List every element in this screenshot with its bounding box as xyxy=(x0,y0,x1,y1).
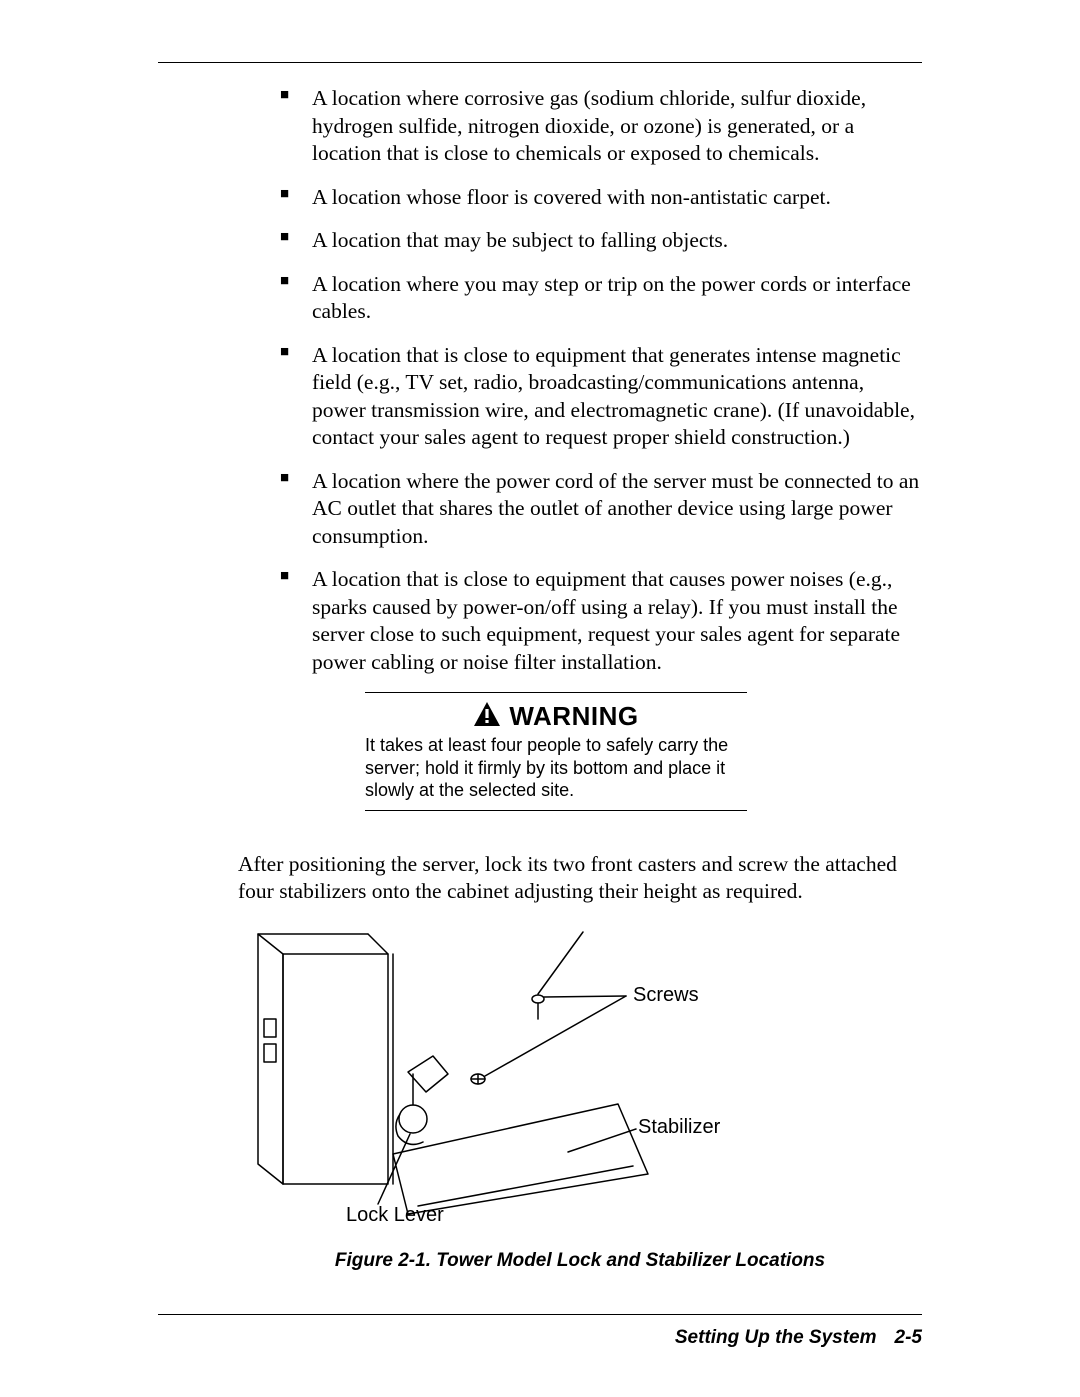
warning-title-row: WARNING xyxy=(365,701,747,732)
figure-label-lock-lever: Lock Lever xyxy=(346,1204,444,1227)
list-item: A location that is close to equipment th… xyxy=(280,566,922,676)
warning-text: It takes at least four people to safely … xyxy=(365,734,747,802)
figure-label-screws: Screws xyxy=(633,984,699,1007)
figure-label-stabilizer: Stabilizer xyxy=(638,1116,720,1139)
footer-title: Setting Up the System xyxy=(675,1327,877,1348)
page: A location where corrosive gas (sodium c… xyxy=(0,0,1080,1397)
footer-text: Setting Up the System 2-5 xyxy=(158,1327,922,1349)
body-paragraph: After positioning the server, lock its t… xyxy=(238,851,922,906)
list-item: A location whose floor is covered with n… xyxy=(280,184,922,212)
figure-area: Screws Stabilizer Lock Lever xyxy=(238,924,922,1244)
warning-title: WARNING xyxy=(509,701,638,732)
figure-illustration xyxy=(238,924,798,1224)
bullet-list: A location where corrosive gas (sodium c… xyxy=(280,85,922,676)
list-item: A location where the power cord of the s… xyxy=(280,468,922,551)
figure-caption: Figure 2-1. Tower Model Lock and Stabili… xyxy=(238,1250,922,1272)
list-item: A location that may be subject to fallin… xyxy=(280,227,922,255)
list-item: A location where corrosive gas (sodium c… xyxy=(280,85,922,168)
warning-icon xyxy=(473,701,501,732)
list-item: A location that is close to equipment th… xyxy=(280,342,922,452)
bottom-rule xyxy=(158,1314,922,1315)
top-rule xyxy=(158,62,922,63)
footer-pagenum: 2-5 xyxy=(895,1327,922,1348)
warning-inner: WARNING It takes at least four people to… xyxy=(365,692,747,811)
list-item: A location where you may step or trip on… xyxy=(280,271,922,326)
warning-block: WARNING It takes at least four people to… xyxy=(280,692,832,811)
footer: Setting Up the System 2-5 xyxy=(158,1314,922,1349)
